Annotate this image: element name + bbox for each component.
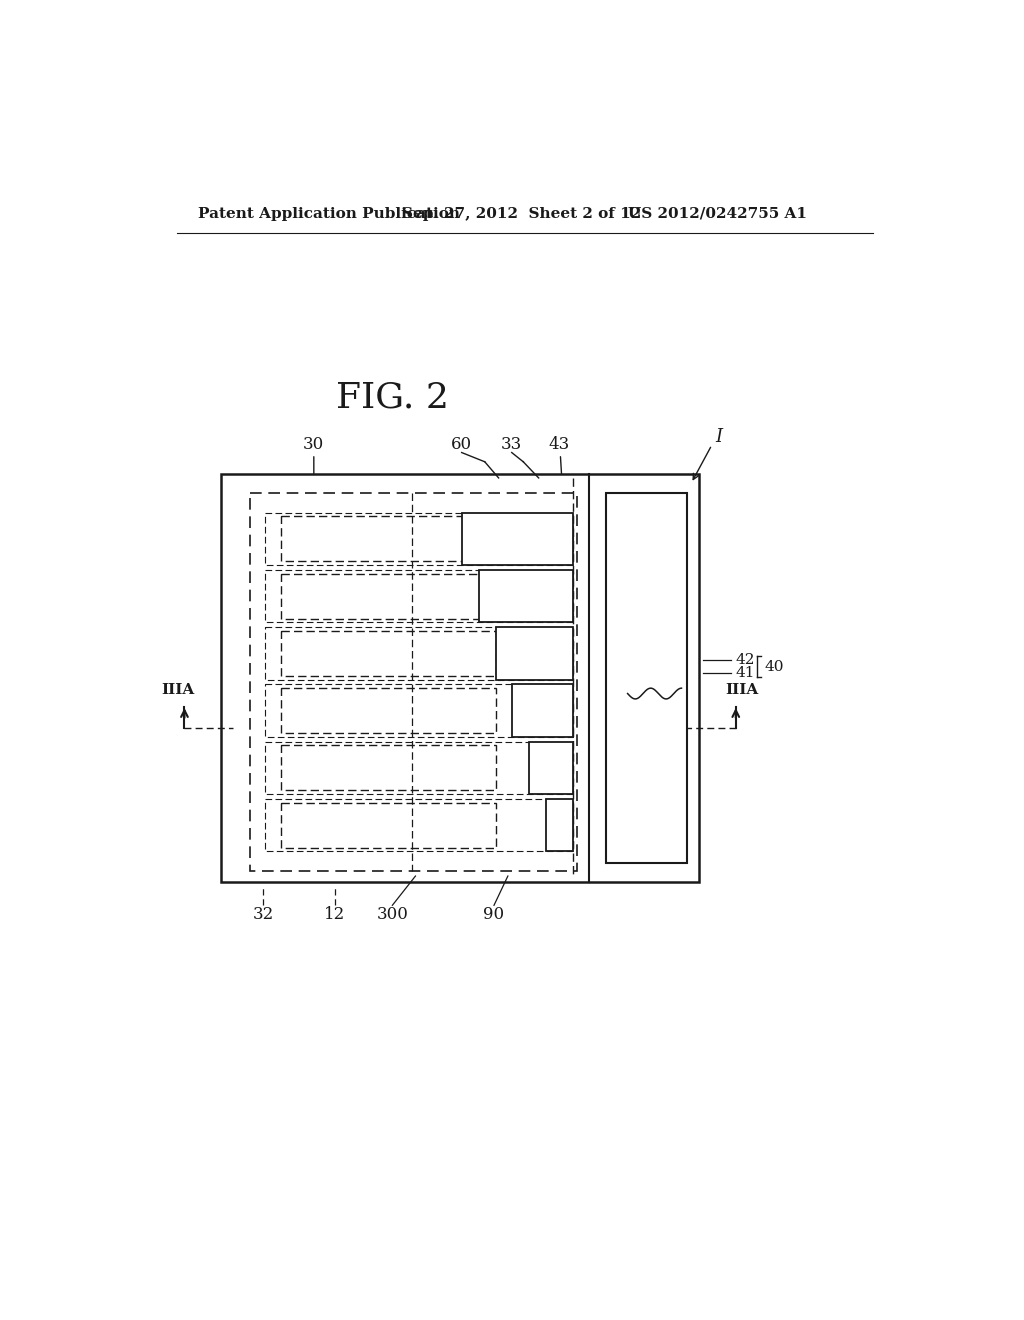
Text: IIIA: IIIA — [725, 682, 759, 697]
Bar — [478, 570, 573, 623]
Bar — [462, 512, 573, 565]
Text: 32: 32 — [252, 906, 273, 923]
Text: 43: 43 — [548, 437, 569, 453]
Bar — [265, 570, 573, 623]
Bar — [529, 742, 573, 795]
Text: Sep. 27, 2012  Sheet 2 of 12: Sep. 27, 2012 Sheet 2 of 12 — [401, 207, 641, 220]
Bar — [281, 631, 497, 676]
Text: 300: 300 — [377, 906, 409, 923]
Text: 33: 33 — [501, 437, 522, 453]
Text: 90: 90 — [483, 906, 505, 923]
Bar — [265, 627, 573, 680]
Text: I: I — [716, 428, 723, 446]
Bar — [281, 516, 497, 561]
Bar — [547, 799, 573, 851]
Bar — [221, 474, 698, 882]
Text: Patent Application Publication: Patent Application Publication — [199, 207, 461, 220]
Bar — [265, 742, 573, 795]
Bar — [606, 494, 687, 863]
Bar — [250, 494, 578, 871]
Bar — [265, 684, 573, 737]
Text: US 2012/0242755 A1: US 2012/0242755 A1 — [628, 207, 807, 220]
Bar — [265, 799, 573, 851]
Text: 60: 60 — [452, 437, 472, 453]
Text: 41: 41 — [735, 665, 755, 680]
Bar — [281, 803, 497, 847]
Text: IIIA: IIIA — [162, 682, 195, 697]
Bar — [496, 627, 573, 680]
Bar — [281, 688, 497, 733]
Bar — [512, 684, 573, 737]
Text: 30: 30 — [303, 437, 325, 453]
Text: FIG. 2: FIG. 2 — [336, 380, 449, 414]
Text: 40: 40 — [764, 660, 783, 673]
Text: 42: 42 — [735, 653, 755, 668]
Bar — [281, 746, 497, 791]
Bar — [281, 574, 497, 619]
Bar — [265, 512, 573, 565]
Text: 12: 12 — [324, 906, 345, 923]
